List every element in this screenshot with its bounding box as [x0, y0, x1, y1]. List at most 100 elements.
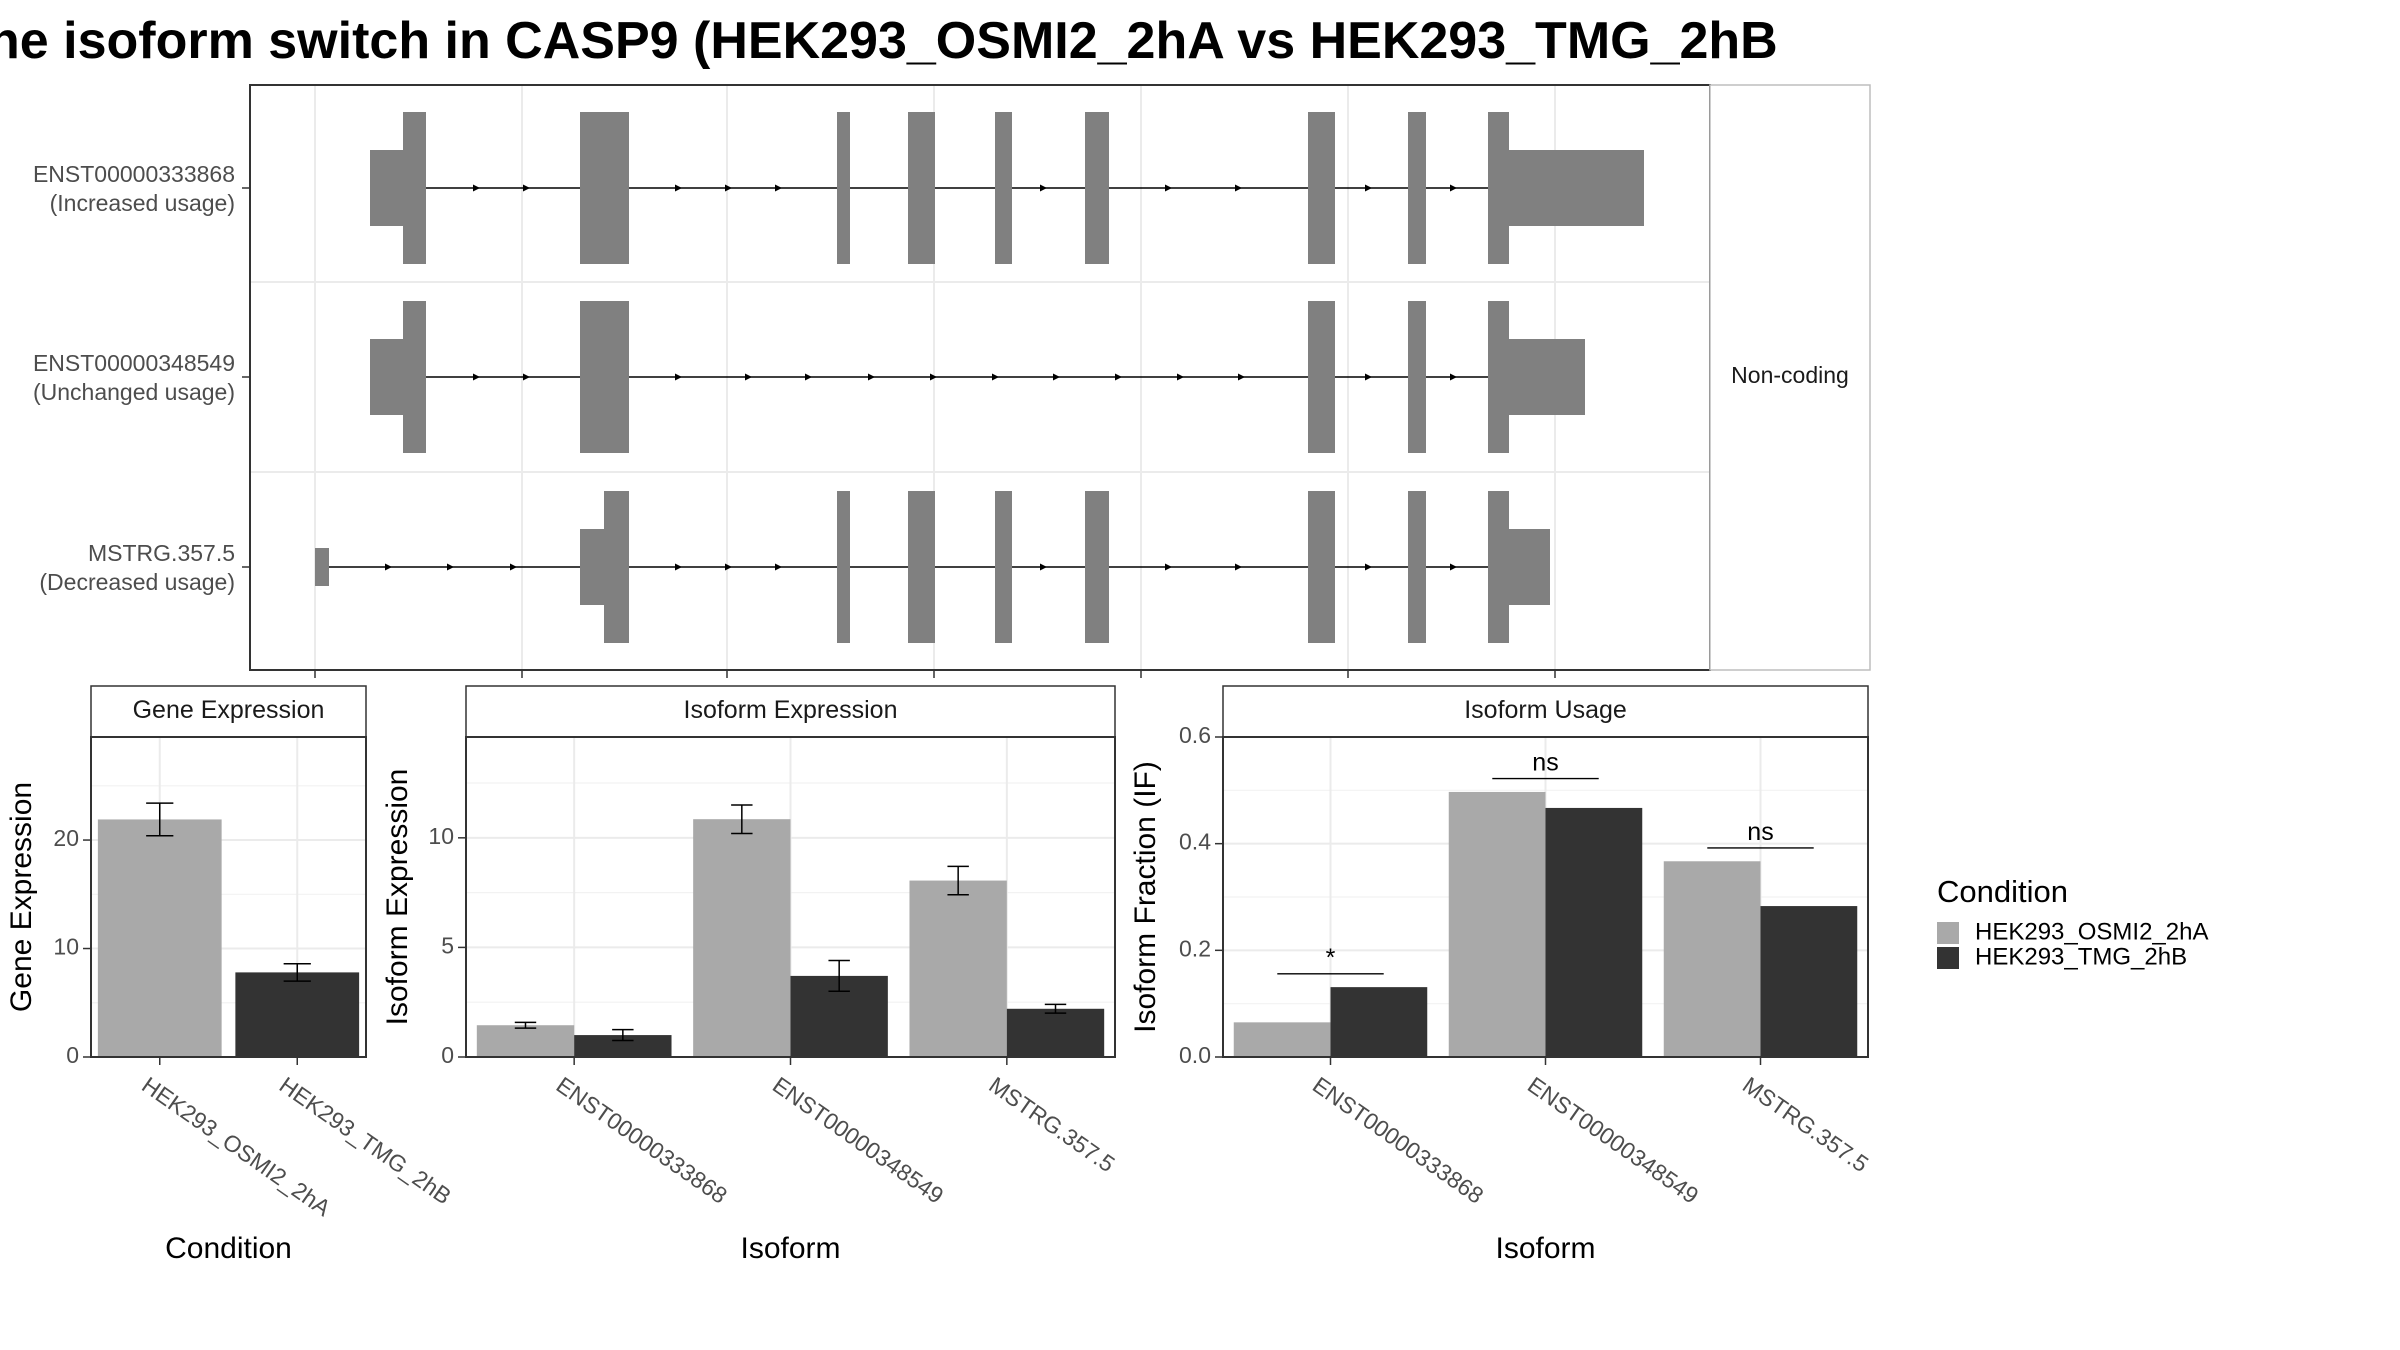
bar	[1448, 791, 1546, 1057]
y-axis-title: Isoform Expression	[381, 769, 414, 1026]
transcript-label: ENST00000333868	[33, 161, 235, 187]
intron-direction-arrow	[775, 563, 782, 571]
transcript-label: ENST00000348549	[33, 350, 235, 376]
intron-direction-arrow	[745, 373, 752, 381]
intron-direction-arrow	[1450, 373, 1457, 381]
intron-direction-arrow	[1235, 184, 1242, 192]
legend-item-label: HEK293_OSMI2_2hA	[1975, 918, 2208, 945]
intron-direction-arrow	[1115, 373, 1122, 381]
intron-direction-arrow	[1040, 563, 1047, 571]
structure-strip	[1709, 84, 1871, 671]
exon-block	[580, 112, 629, 264]
intron-direction-arrow	[523, 373, 530, 381]
exon-block	[1509, 339, 1585, 415]
intron-direction-arrow	[675, 373, 682, 381]
x-axis-title: Isoform	[1495, 1232, 1595, 1265]
bar	[1760, 906, 1858, 1057]
exon-block	[315, 548, 329, 586]
intron-direction-arrow	[385, 563, 392, 571]
intron-direction-arrow	[1177, 373, 1184, 381]
y-tick-label: 10	[428, 823, 454, 849]
intron-direction-arrow	[1165, 184, 1172, 192]
panel-title: Isoform Usage	[1464, 696, 1627, 724]
panel-strip	[1222, 685, 1869, 738]
exon-block	[908, 112, 935, 264]
bar	[1663, 861, 1761, 1057]
figure-title: he isoform switch in CASP9 (HEK293_OSMI2…	[0, 12, 1778, 70]
intron-direction-arrow	[775, 184, 782, 192]
intron-direction-arrow	[725, 563, 732, 571]
intron-direction-arrow	[930, 373, 937, 381]
intron-direction-arrow	[1365, 563, 1372, 571]
panel-title: Gene Expression	[133, 696, 325, 724]
exon-block	[580, 301, 629, 453]
intron-direction-arrow	[868, 373, 875, 381]
intron-direction-arrow	[1365, 373, 1372, 381]
x-tick-label: ENST00000348549	[1523, 1072, 1703, 1209]
transcript-usage-label: (Increased usage)	[50, 190, 235, 216]
bar	[1006, 1008, 1105, 1057]
intron-direction-arrow	[1238, 373, 1245, 381]
exon-block	[908, 491, 935, 643]
legend-title: Condition	[1937, 874, 2068, 909]
exon-block	[403, 112, 426, 264]
intron-direction-arrow	[510, 563, 517, 571]
y-tick-label: 0	[66, 1042, 79, 1068]
exon-block	[1488, 301, 1509, 453]
intron-direction-arrow	[447, 563, 454, 571]
exon-block	[1308, 491, 1335, 643]
intron-direction-arrow	[473, 373, 480, 381]
y-tick-label: 20	[53, 825, 79, 851]
panel-border	[90, 736, 367, 1058]
intron-direction-arrow	[675, 563, 682, 571]
legend-swatch	[1937, 922, 1959, 944]
exon-block	[995, 112, 1012, 264]
bar	[909, 880, 1007, 1057]
intron-direction-arrow	[1450, 184, 1457, 192]
exon-block	[995, 491, 1012, 643]
exon-block	[1308, 301, 1335, 453]
intron-direction-arrow	[473, 184, 480, 192]
panel-strip	[90, 685, 367, 738]
exon-block	[837, 112, 850, 264]
significance-label: *	[1326, 944, 1336, 972]
exon-block	[1408, 112, 1426, 264]
x-axis-title: Condition	[165, 1232, 292, 1265]
bar	[693, 819, 791, 1057]
legend-item-label: HEK293_TMG_2hB	[1975, 943, 2187, 970]
strip-label: Non-coding	[1731, 362, 1849, 388]
exon-block	[1085, 491, 1109, 643]
exon-block	[1509, 150, 1644, 226]
transcript-usage-label: (Decreased usage)	[39, 569, 235, 595]
intron-direction-arrow	[1235, 563, 1242, 571]
transcript-usage-label: (Unchanged usage)	[33, 379, 235, 405]
bar	[97, 819, 222, 1057]
exon-block	[1509, 529, 1550, 605]
intron-direction-arrow	[1365, 184, 1372, 192]
exon-block	[1408, 301, 1426, 453]
intron-direction-arrow	[805, 373, 812, 381]
y-tick-label: 0.0	[1179, 1042, 1211, 1068]
exon-block	[1408, 491, 1426, 643]
intron-direction-arrow	[1165, 563, 1172, 571]
y-axis-title: Isoform Fraction (IF)	[1129, 761, 1162, 1033]
y-tick-label: 0.6	[1179, 722, 1211, 748]
intron-direction-arrow	[675, 184, 682, 192]
y-axis-title: Gene Expression	[5, 782, 38, 1012]
bar	[574, 1035, 672, 1057]
exon-block	[837, 491, 850, 643]
transcript-label: MSTRG.357.5	[88, 540, 235, 566]
exon-block	[403, 301, 426, 453]
exon-block	[370, 150, 403, 226]
intron-direction-arrow	[992, 373, 999, 381]
bar	[1330, 987, 1428, 1057]
x-tick-label: MSTRG.357.5	[984, 1072, 1119, 1178]
intron-direction-arrow	[1040, 184, 1047, 192]
panel-strip	[465, 685, 1116, 738]
exon-block	[1488, 112, 1509, 264]
intron-direction-arrow	[1450, 563, 1457, 571]
exon-block	[1488, 491, 1509, 643]
